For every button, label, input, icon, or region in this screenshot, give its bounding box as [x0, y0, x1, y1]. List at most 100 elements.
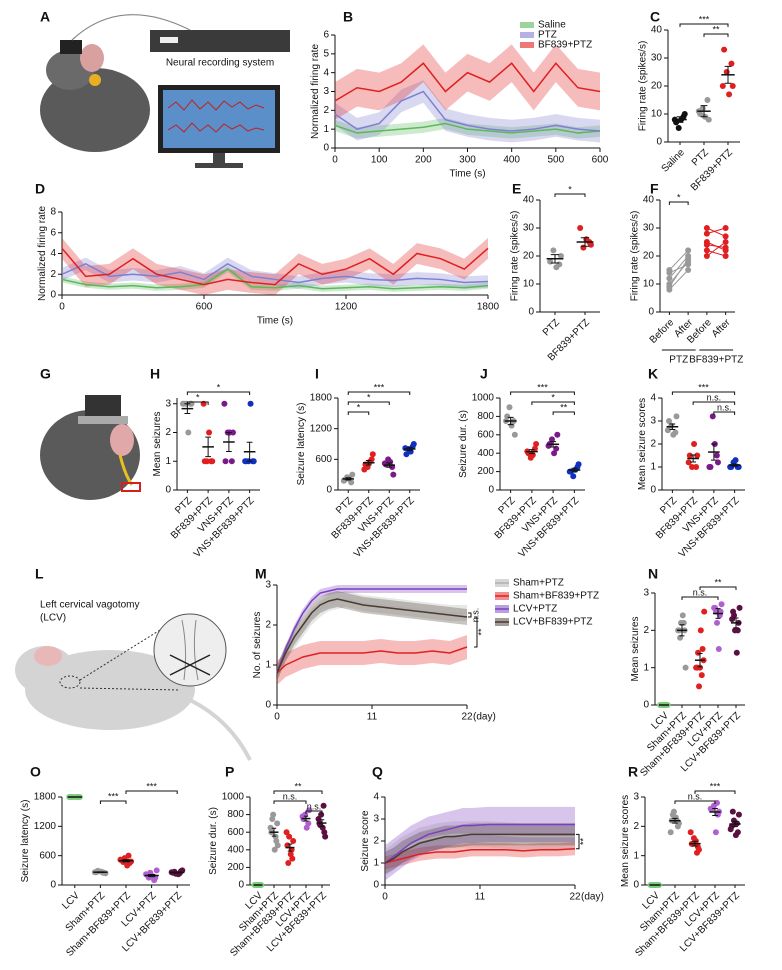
error-band: [385, 806, 575, 881]
sem-bar: [690, 454, 697, 463]
y-tick-label: 0: [238, 880, 244, 891]
y-tick-label: 6: [323, 30, 329, 41]
significance-label: *: [677, 192, 681, 202]
y-tick-label: 0: [488, 485, 494, 496]
data-point: [718, 601, 725, 608]
sem-bar: [732, 820, 738, 828]
panel-letter: K: [648, 366, 658, 382]
data-point: [303, 824, 310, 831]
significance-label: ***: [108, 791, 119, 801]
series-line: [276, 646, 468, 674]
significance-bracket: [674, 800, 716, 804]
significance-label: ***: [537, 382, 548, 392]
significance-label: n.s.: [693, 587, 708, 597]
significance-bracket: [510, 391, 575, 395]
series-line: [384, 833, 575, 864]
error-band: [335, 80, 600, 143]
x-tick-label: 11: [475, 892, 486, 903]
sem-bar: [365, 459, 372, 466]
y-axis-label: Seizure latency (s): [296, 403, 307, 486]
y-tick-label: 0: [50, 290, 56, 301]
sem-bar: [550, 254, 560, 264]
sem-bar: [271, 827, 277, 837]
panel-letter: F: [650, 181, 659, 197]
series-line: [276, 598, 468, 674]
panel-letter: P: [225, 764, 234, 780]
x-tick-label: 600: [592, 155, 609, 166]
data-point: [290, 838, 297, 844]
pair-line: [668, 255, 689, 279]
data-point: [703, 241, 710, 248]
data-point: [557, 253, 564, 259]
sem-bar: [733, 617, 739, 629]
sem-bar: [571, 467, 578, 473]
data-point: [687, 829, 694, 836]
data-point: [511, 431, 518, 438]
panel-letter: J: [480, 366, 488, 382]
series-line: [334, 90, 601, 132]
data-point: [685, 247, 692, 254]
legend-swatch: [520, 32, 534, 38]
data-point: [387, 458, 394, 465]
y-tick-label: 3: [643, 588, 649, 599]
y-tick-label: 10: [651, 109, 663, 120]
series-line: [384, 847, 576, 864]
error-band: [335, 117, 600, 139]
data-point: [228, 458, 235, 465]
significance-label: n.s.: [307, 801, 322, 811]
y-tick-label: 1: [373, 858, 379, 869]
y-tick-label: 0: [265, 700, 271, 711]
y-tick-label: 1: [265, 660, 271, 671]
data-point: [693, 849, 700, 856]
x-tick-label: 1800: [477, 302, 500, 313]
sem-bar: [692, 840, 698, 847]
y-tick-label: 0: [323, 143, 329, 154]
error-band: [277, 635, 467, 685]
y-axis-label: Mean seizure scores: [620, 795, 631, 887]
data-point: [701, 608, 708, 615]
y-axis-label: Firing rate (spikes/s): [629, 211, 640, 302]
data-point: [551, 450, 558, 457]
sem-bar: [528, 449, 535, 455]
data-point: [673, 413, 680, 420]
error-band: [335, 44, 600, 120]
x-tick-label: 0: [382, 892, 388, 903]
data-point: [666, 267, 673, 273]
significance-label: ***: [146, 781, 157, 791]
panel-letter: N: [648, 566, 658, 582]
panel-letter: L: [35, 566, 44, 582]
y-tick-label: 600: [227, 827, 244, 838]
x-tick-label: LCV: [60, 890, 82, 912]
data-point: [691, 441, 698, 447]
y-tick-label: 0: [326, 485, 332, 496]
data-point: [703, 230, 710, 237]
y-tick-label: 400: [477, 448, 494, 459]
y-tick-label: 40: [643, 195, 655, 206]
significance-bracket: [554, 193, 586, 197]
data-point: [410, 441, 417, 447]
significance-label: n.s.: [688, 791, 703, 801]
panel-letter: A: [40, 9, 50, 25]
x-axis-unit: (day): [473, 712, 496, 723]
significance-label: *: [357, 402, 361, 412]
sem-bar: [672, 817, 678, 824]
y-tick-label: 3: [165, 398, 171, 409]
x-axis-unit: (day): [581, 892, 604, 903]
data-point: [670, 431, 677, 438]
legend-label: Sham+PTZ: [513, 578, 564, 589]
sem-bar: [319, 819, 325, 827]
data-point: [689, 464, 696, 470]
data-point: [715, 646, 722, 652]
error-band: [385, 842, 575, 870]
data-point: [728, 60, 735, 67]
sem-bar: [148, 873, 156, 878]
y-tick-label: 2: [165, 427, 171, 438]
significance-label: ***: [710, 781, 721, 791]
data-point: [209, 458, 216, 465]
y-tick-label: 3: [650, 416, 656, 427]
sem-bar: [550, 441, 557, 448]
device-label: Neural recording system: [166, 58, 274, 69]
series-line: [384, 823, 575, 864]
series-line: [276, 598, 467, 674]
